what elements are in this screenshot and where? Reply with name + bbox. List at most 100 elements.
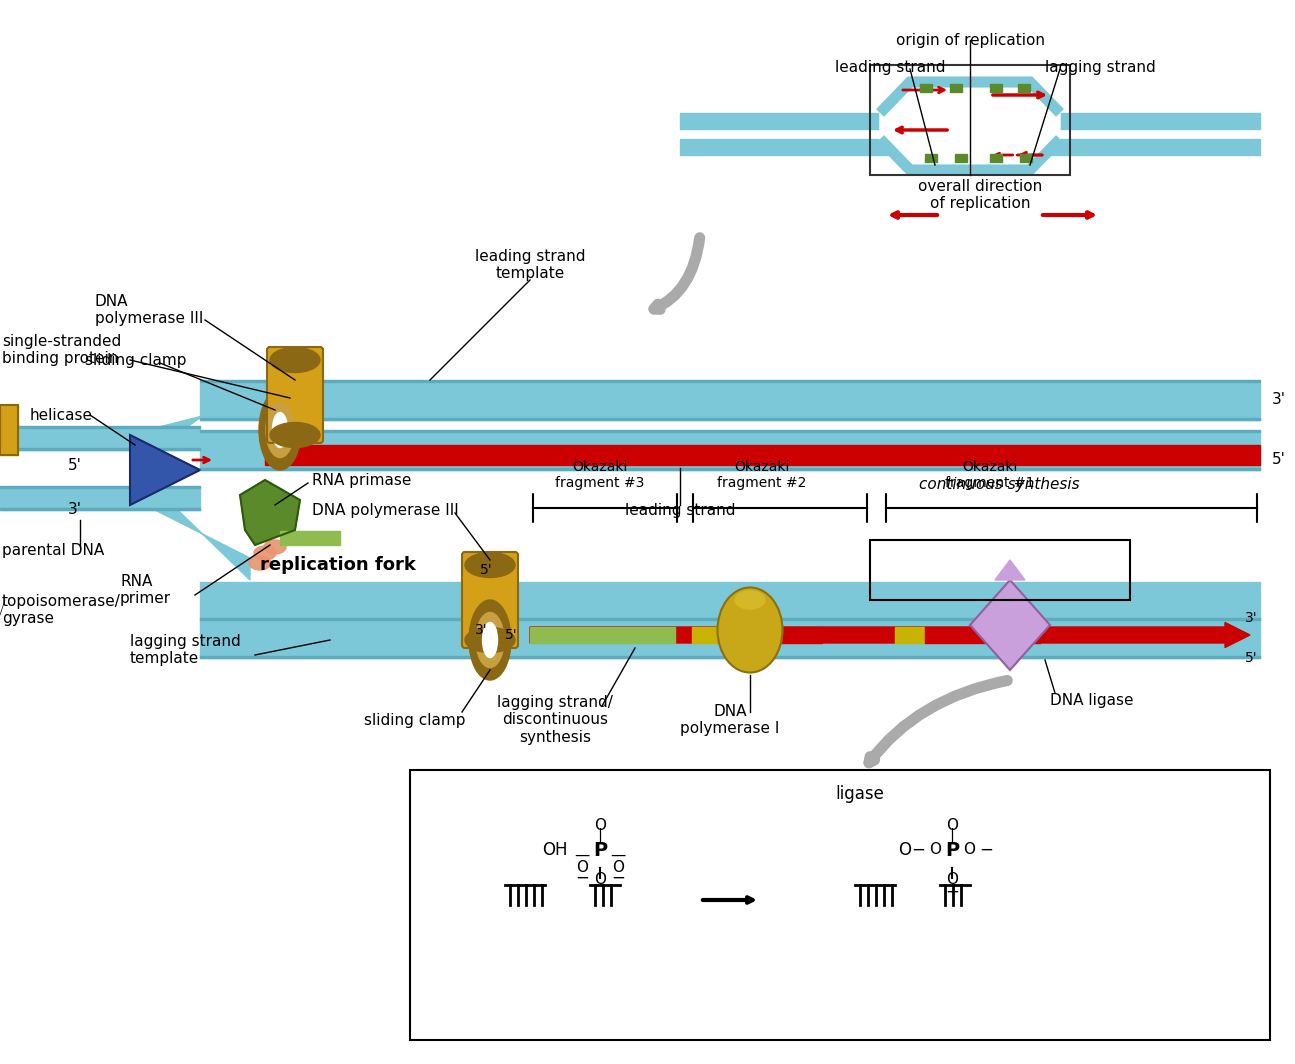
Text: |: | xyxy=(949,828,954,844)
Text: DNA
polymerase III: DNA polymerase III xyxy=(95,294,203,327)
Polygon shape xyxy=(130,435,199,505)
Text: 3': 3' xyxy=(1244,611,1257,625)
Bar xyxy=(0,488,199,510)
Text: O: O xyxy=(576,861,588,876)
Ellipse shape xyxy=(717,587,782,672)
Bar xyxy=(199,620,1260,658)
Text: Okazaki
fragment #3: Okazaki fragment #3 xyxy=(556,460,645,491)
Text: O: O xyxy=(947,817,958,832)
Bar xyxy=(951,84,962,92)
Bar xyxy=(199,382,1260,420)
Text: Okazaki
fragment #2: Okazaki fragment #2 xyxy=(717,460,807,491)
Bar xyxy=(692,627,723,643)
Text: 5': 5' xyxy=(1272,452,1286,467)
Ellipse shape xyxy=(269,422,320,448)
Bar xyxy=(723,627,822,643)
Bar xyxy=(199,418,1260,420)
Text: Okazaki
fragment #1: Okazaki fragment #1 xyxy=(945,460,1035,491)
Ellipse shape xyxy=(249,556,271,570)
Bar xyxy=(530,627,675,643)
Text: DNA ligase: DNA ligase xyxy=(1050,693,1133,708)
Text: 5': 5' xyxy=(69,458,82,472)
Text: 5': 5' xyxy=(505,628,518,642)
Bar xyxy=(280,531,341,545)
Text: RNA primase: RNA primase xyxy=(312,472,412,487)
Bar xyxy=(0,508,199,510)
Bar xyxy=(925,154,938,162)
Text: 5': 5' xyxy=(1244,651,1257,665)
Text: —: — xyxy=(575,848,589,863)
Text: lagging strand
template: lagging strand template xyxy=(130,634,241,666)
Text: leading strand
template: leading strand template xyxy=(475,249,585,281)
Text: ligase: ligase xyxy=(835,785,884,803)
Polygon shape xyxy=(881,82,1061,170)
Ellipse shape xyxy=(269,376,291,390)
Bar xyxy=(919,84,932,92)
Text: O: O xyxy=(613,861,624,876)
Bar xyxy=(0,405,18,455)
Ellipse shape xyxy=(272,413,287,448)
Bar xyxy=(0,448,199,450)
Text: O: O xyxy=(947,872,958,887)
Text: OH: OH xyxy=(543,841,567,859)
Polygon shape xyxy=(240,480,300,545)
Text: O: O xyxy=(594,872,606,887)
Bar xyxy=(870,541,1131,600)
Bar xyxy=(411,770,1270,1040)
Text: continuous synthesis: continuous synthesis xyxy=(919,478,1080,493)
Text: single-stranded
binding protein: single-stranded binding protein xyxy=(3,334,122,366)
Bar xyxy=(411,770,1270,1040)
Bar xyxy=(1018,84,1030,92)
Polygon shape xyxy=(155,382,250,450)
Bar xyxy=(0,405,18,455)
FancyBboxPatch shape xyxy=(462,552,518,648)
Text: replication fork: replication fork xyxy=(260,556,416,573)
Text: parental DNA: parental DNA xyxy=(3,543,105,558)
Text: helicase: helicase xyxy=(30,408,93,422)
Text: −: − xyxy=(912,841,925,859)
Text: RNA
primer: RNA primer xyxy=(120,573,171,606)
Text: O: O xyxy=(929,843,941,858)
Ellipse shape xyxy=(477,613,504,667)
Ellipse shape xyxy=(269,348,320,372)
Bar xyxy=(680,139,1260,155)
Ellipse shape xyxy=(465,628,515,652)
Bar xyxy=(0,428,199,450)
Bar xyxy=(680,24,1260,245)
Text: lagging strand: lagging strand xyxy=(1045,60,1155,74)
Bar xyxy=(199,380,1260,382)
Text: —: — xyxy=(610,848,625,863)
Ellipse shape xyxy=(264,541,286,554)
Text: sliding clamp: sliding clamp xyxy=(85,352,186,367)
Text: −: − xyxy=(611,869,625,887)
Bar xyxy=(870,65,1070,174)
Text: O: O xyxy=(963,843,975,858)
Bar xyxy=(265,445,1260,465)
Text: topoisomerase/
gyrase: topoisomerase/ gyrase xyxy=(3,594,120,627)
Ellipse shape xyxy=(469,600,512,680)
Text: −: − xyxy=(945,883,958,901)
Text: O: O xyxy=(899,841,912,859)
Text: 3': 3' xyxy=(69,502,82,517)
Ellipse shape xyxy=(254,546,276,560)
Bar xyxy=(680,113,1260,129)
Text: DNA
polymerase I: DNA polymerase I xyxy=(680,703,780,736)
Text: 3': 3' xyxy=(1272,393,1286,408)
Bar xyxy=(199,582,1260,620)
Text: |: | xyxy=(597,828,602,844)
Bar xyxy=(989,84,1002,92)
Bar xyxy=(895,627,925,643)
Bar xyxy=(925,627,1040,643)
Text: 5': 5' xyxy=(479,563,492,577)
Ellipse shape xyxy=(284,396,306,410)
FancyBboxPatch shape xyxy=(267,347,322,443)
Bar xyxy=(954,154,967,162)
Text: origin of replication: origin of replication xyxy=(896,33,1045,48)
Text: lagging strand/
discontinuous
synthesis: lagging strand/ discontinuous synthesis xyxy=(497,695,613,745)
Bar xyxy=(0,486,199,488)
Bar xyxy=(199,656,1260,658)
Polygon shape xyxy=(155,488,250,580)
Text: O: O xyxy=(594,817,606,832)
Polygon shape xyxy=(995,560,1026,580)
Text: P: P xyxy=(945,841,960,860)
